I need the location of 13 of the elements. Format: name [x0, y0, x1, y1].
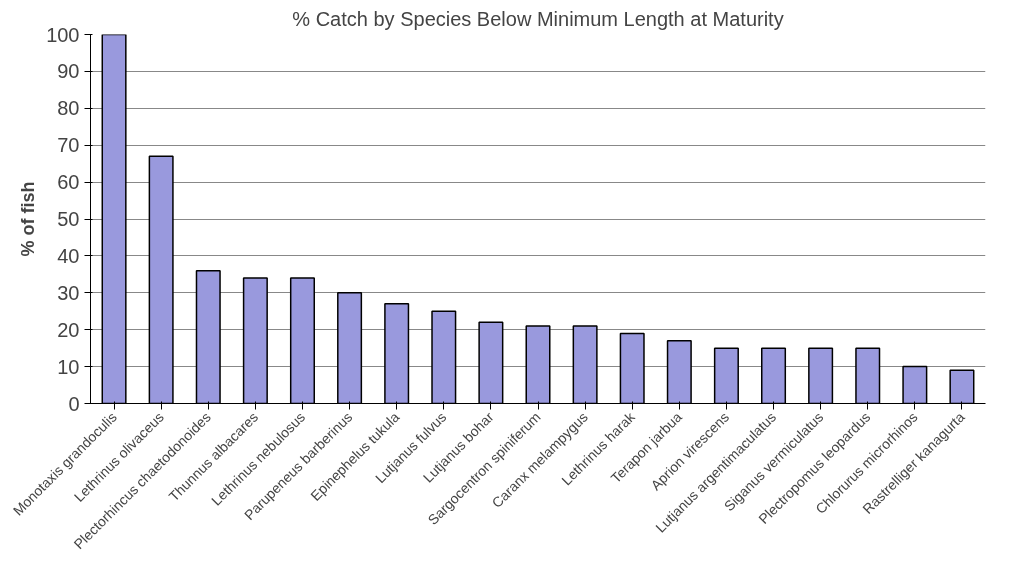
y-tick-label: 70	[57, 134, 80, 157]
y-axis-title: % of fish	[18, 181, 39, 257]
y-tick-label: 90	[57, 60, 80, 83]
y-tick-label: 80	[57, 97, 80, 120]
y-tick-label: 30	[57, 281, 80, 304]
y-tick-label: 10	[57, 355, 80, 378]
y-tick-label: 100	[46, 23, 80, 46]
y-tick-label: 0	[68, 392, 80, 415]
y-tick-label: 60	[57, 171, 80, 194]
chart-title: % Catch by Species Below Minimum Length at Maturity	[292, 7, 784, 30]
y-tick-label: 20	[57, 318, 80, 341]
y-tick-label: 40	[57, 244, 80, 267]
y-tick-label: 50	[57, 208, 80, 230]
